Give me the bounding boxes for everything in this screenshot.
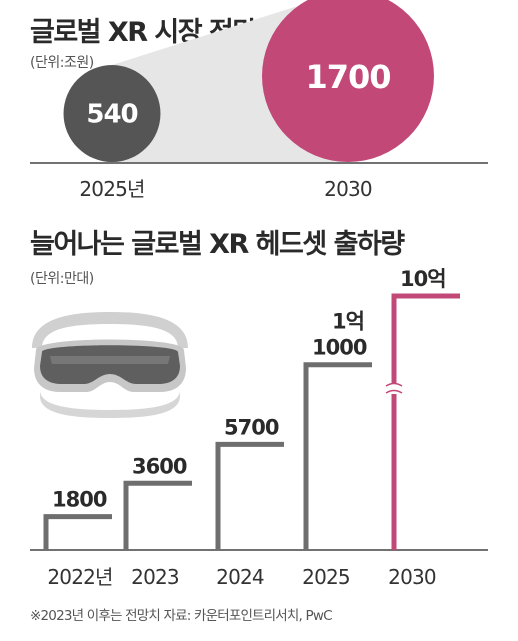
bar-value-label: 5700 <box>224 415 279 439</box>
bar-2023 <box>123 480 192 550</box>
bubble-2025년 <box>63 65 161 162</box>
bar-2025 <box>303 362 372 550</box>
bar-2024 <box>215 441 284 550</box>
bar-x-tick: 2022년 <box>47 565 112 589</box>
bubble-value-label: 1700 <box>305 58 390 96</box>
footnote: ※2023년 이후는 전망치 자료: 카운터포인트리서치, PwC <box>30 608 333 624</box>
market-unit: (단위:조원) <box>30 55 94 71</box>
axis-break-gap <box>388 384 400 394</box>
bar-2022년 <box>43 514 112 550</box>
axis-break-mark <box>385 389 403 394</box>
bar-x-tick: 2025 <box>302 565 350 589</box>
shipments-title: 늘어나는 글로벌 XR 헤드셋 출하량 <box>30 229 405 260</box>
bubble-value-label: 540 <box>86 100 137 130</box>
bar-x-tick: 2024 <box>216 565 264 589</box>
vr-headset-icon <box>32 312 188 418</box>
bar-x-tick: 2023 <box>131 565 179 589</box>
axis-break-mark <box>385 382 403 387</box>
bar-2030 <box>391 293 460 550</box>
bubble-x-tick: 2025년 <box>79 177 144 201</box>
bar-value-label: 1억 <box>332 310 364 334</box>
bubble-2030 <box>262 0 434 162</box>
bar-value-label: 1800 <box>52 488 107 512</box>
bar-value-label: 3600 <box>132 454 187 478</box>
bar-x-tick: 2030 <box>388 565 436 589</box>
bar-value-label: 1000 <box>312 336 367 360</box>
bubble-x-tick: 2030 <box>324 177 372 201</box>
shipments-unit: (단위:만대) <box>30 271 94 287</box>
bar-value-label: 10억 <box>400 267 446 291</box>
